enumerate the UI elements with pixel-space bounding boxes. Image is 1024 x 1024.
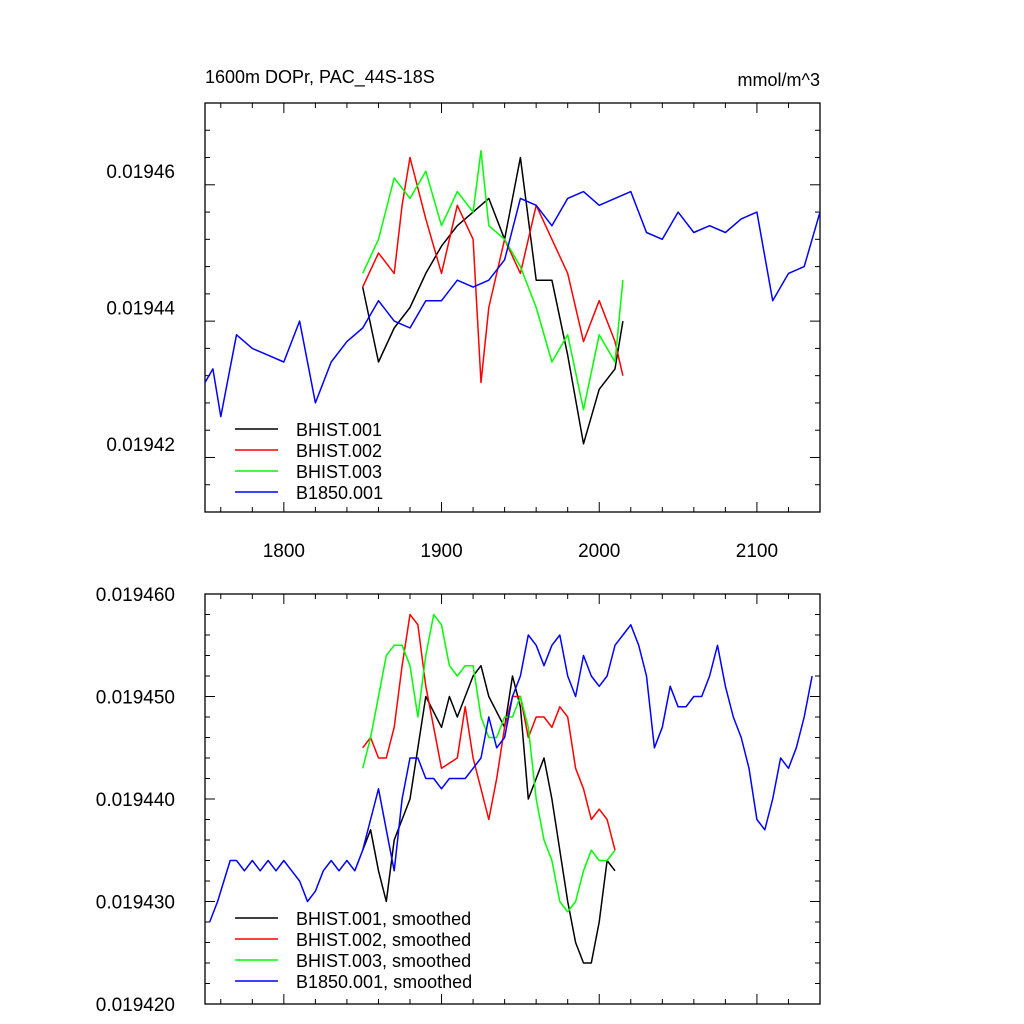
bottom-y-tick-label: 0.019430 (96, 893, 175, 914)
top-y-tick-label: 0.01944 (106, 299, 175, 320)
top-x-tick-label: 2100 (736, 541, 778, 562)
bottom-series-line-4 (209, 624, 813, 923)
top-x-tick-label: 2000 (578, 541, 620, 562)
bottom-series-line-1 (362, 664, 616, 964)
top-plot-frame (204, 102, 821, 513)
bottom-y-tick-label: 0.019450 (96, 688, 175, 709)
top-series-line-3 (362, 149, 624, 411)
top-series-line-2 (362, 156, 624, 384)
bottom-legend-label: BHIST.002, smoothed (296, 930, 471, 950)
top-legend-label: B1850.001 (296, 483, 383, 503)
top-panel: 1800 1900 2000 2100 0.01942 0.01944 0.01946 160… (106, 67, 821, 562)
top-series-line-4 (205, 190, 820, 418)
bottom-y-tick-label: 0.019460 (96, 585, 175, 606)
top-x-tick-label: 1900 (420, 541, 462, 562)
top-legend-label: BHIST.001 (296, 420, 382, 440)
bottom-y-tick-label: 0.019440 (96, 790, 175, 811)
bottom-legend-label: BHIST.003, smoothed (296, 951, 471, 971)
top-units-label: mmol/m^3 (738, 70, 820, 90)
top-legend-label: BHIST.003 (296, 462, 382, 482)
bottom-series-line-3 (361, 613, 616, 913)
top-chart-title: 1600m DOPr, PAC_44S-18S (205, 67, 435, 88)
top-y-tick-label: 0.01946 (106, 162, 175, 183)
bottom-legend-label: B1850.001, smoothed (296, 972, 472, 992)
bottom-series-line-2 (362, 613, 616, 851)
top-y-tick-label: 0.01942 (106, 435, 175, 456)
bottom-legend-label: BHIST.001, smoothed (296, 909, 471, 929)
top-x-tick-label: 1800 (263, 541, 305, 562)
bottom-y-tick-label: 0.019420 (96, 995, 175, 1016)
bottom-panel: 0.019420 0.019430 0.019440 0.019450 0.019460… (96, 585, 821, 1016)
top-series-line-1 (361, 156, 624, 445)
top-legend-label: BHIST.002 (296, 441, 382, 461)
